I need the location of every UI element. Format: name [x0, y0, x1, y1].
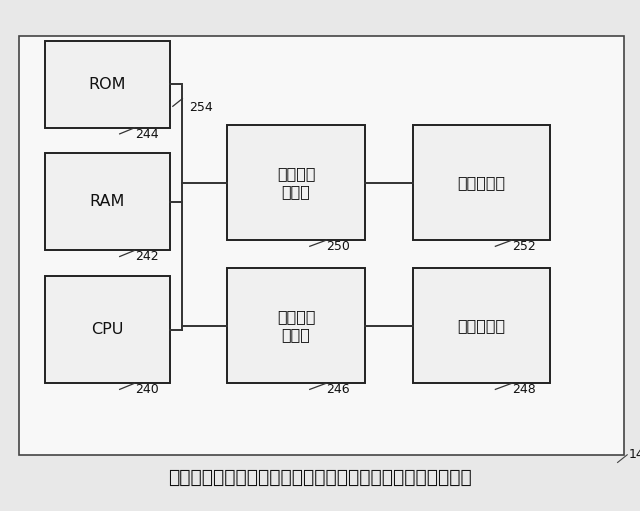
- Text: 244: 244: [134, 128, 158, 141]
- Text: 有線通信
制御部: 有線通信 制御部: [276, 167, 316, 199]
- Text: 246: 246: [326, 383, 350, 396]
- Text: RAM: RAM: [90, 194, 125, 210]
- Text: 248: 248: [512, 383, 536, 396]
- Text: 242: 242: [134, 250, 158, 263]
- Bar: [19, 36, 624, 455]
- Text: 252: 252: [512, 240, 536, 253]
- Text: 無線通信
制御部: 無線通信 制御部: [276, 310, 316, 342]
- Text: 254: 254: [189, 101, 212, 114]
- Bar: [227, 268, 365, 383]
- Bar: [45, 276, 170, 383]
- Bar: [227, 125, 365, 240]
- Text: 無線通信部: 無線通信部: [458, 318, 506, 333]
- Bar: [45, 41, 170, 128]
- Text: CPU: CPU: [91, 322, 124, 337]
- Bar: [45, 153, 170, 250]
- Bar: [413, 125, 550, 240]
- Text: 本発明の一実施形態における管理装置のハードウェア構成図: 本発明の一実施形態における管理装置のハードウェア構成図: [168, 468, 472, 487]
- Text: 250: 250: [326, 240, 350, 253]
- Text: 140: 140: [629, 448, 640, 461]
- Text: ROM: ROM: [88, 77, 126, 92]
- Text: 有線通信部: 有線通信部: [458, 175, 506, 190]
- Text: 240: 240: [134, 383, 159, 396]
- Bar: [413, 268, 550, 383]
